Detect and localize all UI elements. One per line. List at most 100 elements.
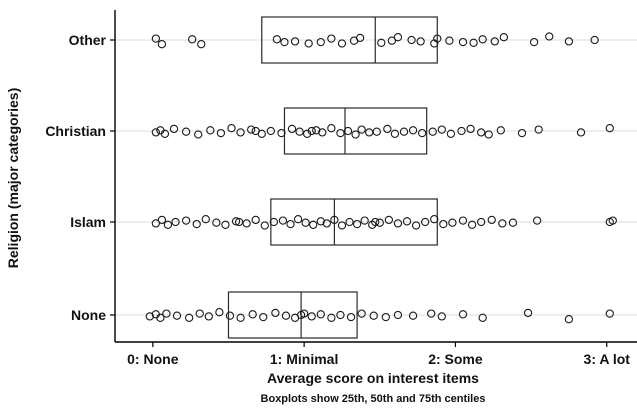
data-point	[564, 315, 574, 324]
data-point	[278, 216, 288, 225]
data-point	[157, 40, 167, 49]
data-point	[301, 218, 310, 227]
data-point	[160, 129, 170, 138]
data-point	[408, 126, 418, 135]
data-point	[156, 313, 165, 322]
x-tick-label: 3: A lot	[584, 351, 631, 367]
y-tick-label: None	[71, 307, 106, 323]
data-point	[605, 309, 614, 318]
data-point	[204, 312, 213, 321]
data-point	[322, 219, 331, 228]
data-point	[387, 36, 397, 45]
data-point	[458, 216, 468, 225]
data-point	[345, 217, 354, 227]
data-point	[498, 219, 507, 228]
data-point	[162, 309, 171, 318]
data-point	[304, 39, 313, 48]
data-point	[296, 310, 306, 320]
data-point	[427, 309, 436, 318]
data-point	[458, 37, 468, 47]
data-point	[433, 34, 442, 43]
data-point	[446, 129, 456, 138]
data-point	[545, 32, 554, 41]
data-point	[312, 126, 321, 135]
data-point	[169, 124, 179, 134]
chart-note: Boxplots show 25th, 50th and 75th centil…	[261, 393, 486, 405]
data-point	[458, 310, 468, 319]
data-point	[523, 308, 533, 318]
data-point	[151, 34, 161, 43]
data-point	[337, 221, 347, 230]
data-point	[280, 37, 289, 47]
data-point	[375, 218, 384, 227]
data-point	[355, 33, 365, 43]
data-point	[277, 128, 286, 138]
data-point	[260, 221, 269, 230]
data-point	[266, 126, 275, 136]
axis-layer: Other Christian Islam None 0: None 1: Minimal…	[45, 10, 637, 367]
data-point	[151, 128, 161, 137]
data-point	[357, 125, 366, 134]
data-point	[163, 220, 173, 229]
point-layer	[145, 32, 617, 324]
data-point	[484, 130, 493, 139]
data-point	[499, 33, 509, 42]
x-axis-title: Average score on interest items	[267, 370, 479, 386]
data-point	[365, 128, 374, 137]
data-point	[469, 38, 478, 47]
data-point	[393, 33, 403, 42]
data-point	[393, 310, 403, 320]
data-point	[430, 215, 439, 224]
data-point	[194, 130, 203, 139]
data-point	[437, 312, 446, 321]
data-point	[448, 218, 457, 227]
data-point	[171, 217, 180, 227]
data-point	[197, 40, 206, 49]
data-point	[307, 126, 316, 136]
data-point	[608, 216, 617, 225]
y-axis-title: Religion (major categories)	[5, 88, 21, 268]
data-point	[343, 126, 353, 136]
data-point	[309, 220, 318, 229]
y-tick-label: Christian	[45, 123, 106, 139]
data-point	[445, 36, 454, 45]
data-point	[466, 124, 475, 134]
data-point	[307, 312, 316, 321]
data-point	[247, 125, 256, 134]
y-tick-label: Other	[69, 32, 107, 48]
data-point	[417, 128, 427, 138]
data-point	[477, 217, 486, 227]
data-point	[352, 219, 362, 229]
data-point	[271, 308, 280, 318]
data-point	[371, 217, 380, 227]
data-point	[242, 219, 251, 228]
data-point	[227, 124, 236, 133]
data-point	[351, 130, 360, 139]
data-point	[381, 312, 390, 322]
data-point	[467, 220, 477, 229]
data-point	[215, 308, 224, 317]
data-point	[605, 124, 614, 133]
data-point	[259, 312, 268, 322]
data-point	[421, 217, 430, 227]
data-point	[221, 220, 230, 229]
grid-layer	[115, 39, 637, 316]
data-point	[195, 309, 204, 318]
data-point	[231, 217, 241, 226]
data-point	[286, 219, 295, 229]
data-point	[337, 39, 347, 48]
data-point	[477, 128, 486, 137]
data-point	[393, 219, 403, 228]
data-point	[407, 35, 416, 45]
data-point	[181, 216, 191, 225]
data-point	[172, 311, 182, 320]
data-point	[327, 124, 336, 133]
data-point	[383, 124, 392, 134]
data-point	[478, 35, 487, 44]
data-point	[564, 37, 574, 46]
data-point	[590, 35, 599, 45]
data-point	[346, 312, 356, 322]
data-point	[206, 126, 215, 135]
data-point	[357, 309, 366, 318]
data-point	[181, 127, 191, 136]
